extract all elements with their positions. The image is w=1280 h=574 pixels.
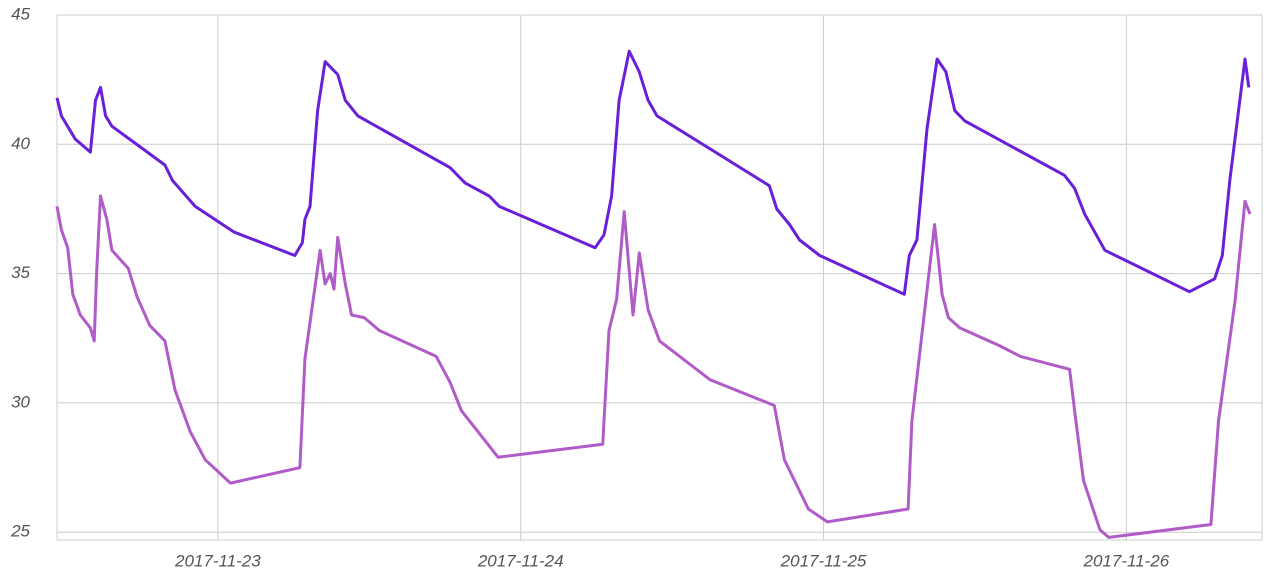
y-tick-label: 40 [11,134,30,153]
y-tick-label: 25 [10,522,30,541]
series-line [55,194,1252,539]
y-tick-label: 35 [11,263,30,282]
x-tick-label: 2017-11-24 [477,551,564,570]
x-tick-label: 2017-11-25 [780,551,867,570]
x-tick-label: 2017-11-26 [1083,551,1170,570]
x-tick-label: 2017-11-23 [174,551,261,570]
y-tick-label: 30 [11,392,30,411]
series-line [55,49,1251,296]
y-tick-label: 45 [11,4,30,23]
